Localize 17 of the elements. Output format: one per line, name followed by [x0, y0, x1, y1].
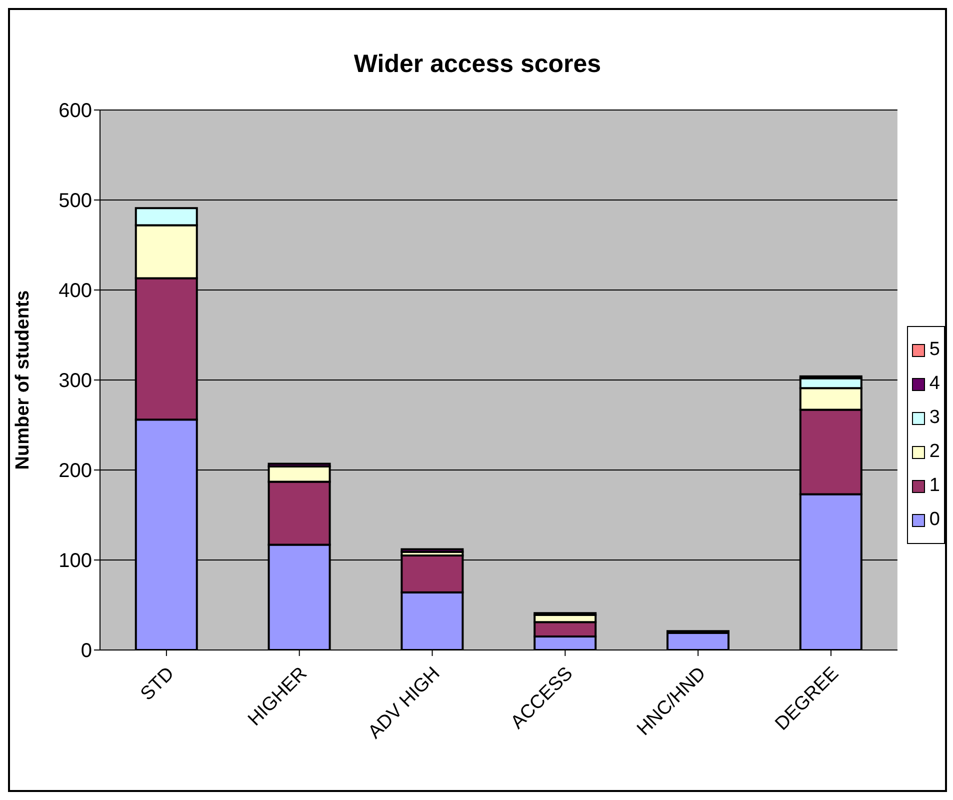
- legend-label: 2: [929, 441, 940, 463]
- legend-label: 3: [929, 407, 940, 429]
- y-tick-label: 400: [58, 280, 92, 302]
- y-tick-label: 200: [58, 460, 92, 482]
- y-tick-label: 0: [80, 640, 92, 662]
- y-tick-label: 100: [58, 550, 92, 572]
- x-tick-label: STD: [136, 663, 178, 705]
- chart-title: Wider access scores: [352, 50, 602, 80]
- legend-label: 4: [929, 373, 940, 395]
- y-tick-label: 300: [58, 370, 92, 392]
- legend-label: 1: [929, 475, 940, 497]
- y-tick-label: 600: [58, 100, 92, 122]
- y-tick-label: 500: [58, 190, 92, 212]
- y-axis-title: Number of students: [12, 290, 34, 470]
- bar: [400, 548, 464, 553]
- legend-label: 0: [929, 509, 940, 531]
- legend-label: 5: [929, 339, 940, 361]
